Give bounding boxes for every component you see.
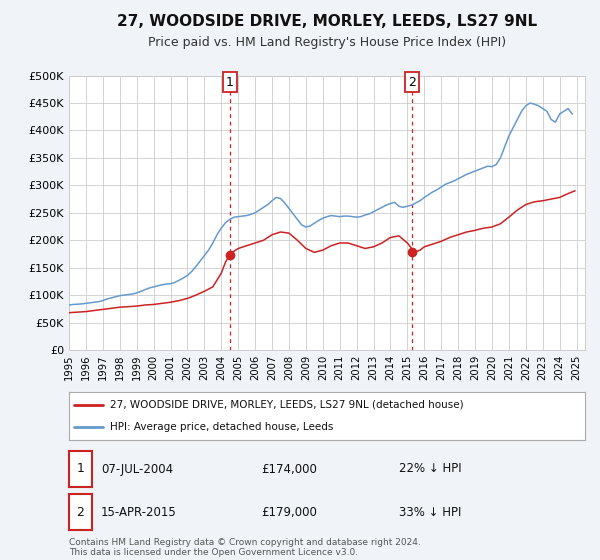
Text: 22% ↓ HPI: 22% ↓ HPI bbox=[399, 463, 461, 475]
Text: 1: 1 bbox=[76, 463, 85, 475]
Text: 27, WOODSIDE DRIVE, MORLEY, LEEDS, LS27 9NL: 27, WOODSIDE DRIVE, MORLEY, LEEDS, LS27 … bbox=[117, 14, 537, 29]
Text: £179,000: £179,000 bbox=[261, 506, 317, 519]
Text: 15-APR-2015: 15-APR-2015 bbox=[101, 506, 176, 519]
Text: Price paid vs. HM Land Registry's House Price Index (HPI): Price paid vs. HM Land Registry's House … bbox=[148, 36, 506, 49]
Text: 07-JUL-2004: 07-JUL-2004 bbox=[101, 463, 173, 475]
Text: 2: 2 bbox=[76, 506, 85, 519]
Text: 2: 2 bbox=[409, 76, 416, 88]
Text: 33% ↓ HPI: 33% ↓ HPI bbox=[399, 506, 461, 519]
Text: HPI: Average price, detached house, Leeds: HPI: Average price, detached house, Leed… bbox=[110, 422, 334, 432]
Text: £174,000: £174,000 bbox=[261, 463, 317, 475]
Text: 1: 1 bbox=[226, 76, 234, 88]
Text: 27, WOODSIDE DRIVE, MORLEY, LEEDS, LS27 9NL (detached house): 27, WOODSIDE DRIVE, MORLEY, LEEDS, LS27 … bbox=[110, 400, 464, 410]
Text: Contains HM Land Registry data © Crown copyright and database right 2024.
This d: Contains HM Land Registry data © Crown c… bbox=[69, 538, 421, 557]
